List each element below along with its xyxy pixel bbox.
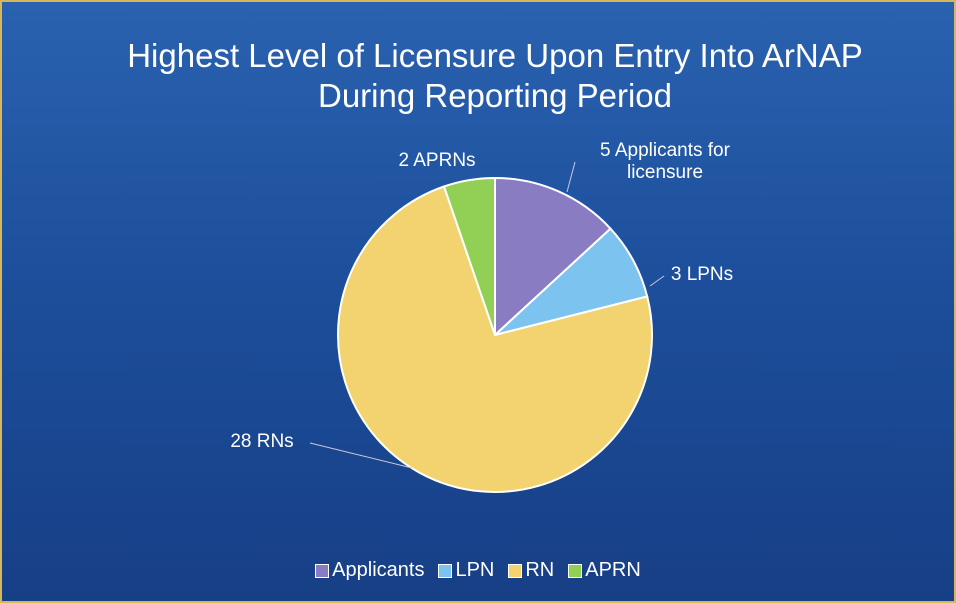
data-label: 3 LPNs bbox=[670, 264, 734, 285]
data-label: 2 APRNs bbox=[398, 150, 476, 171]
legend-item: Applicants bbox=[315, 559, 424, 582]
legend-label: APRN bbox=[585, 559, 641, 581]
legend-item: LPN bbox=[438, 559, 494, 582]
leader-line bbox=[566, 161, 576, 193]
legend-label: RN bbox=[525, 559, 555, 581]
pie-slice bbox=[442, 176, 496, 336]
data-label: 5 Applicants for licensure bbox=[600, 140, 730, 183]
legend-swatch bbox=[508, 563, 523, 578]
legend-label: Applicants bbox=[332, 559, 425, 581]
legend-item: RN bbox=[508, 559, 554, 582]
legend-swatch bbox=[438, 563, 453, 578]
pie-slice bbox=[337, 185, 653, 493]
data-label: 28 RNs bbox=[230, 431, 294, 452]
chart-title: Highest Level of Licensure Upon Entry In… bbox=[127, 37, 863, 114]
legend: Applicants LPN RN APRN bbox=[2, 559, 954, 582]
legend-label: LPN bbox=[455, 559, 495, 581]
legend-item: APRN bbox=[568, 559, 641, 582]
legend-swatch bbox=[315, 563, 330, 578]
leader-line bbox=[649, 275, 665, 287]
leader-line bbox=[309, 442, 413, 469]
pie-slice bbox=[494, 176, 612, 338]
legend-swatch bbox=[568, 563, 583, 578]
